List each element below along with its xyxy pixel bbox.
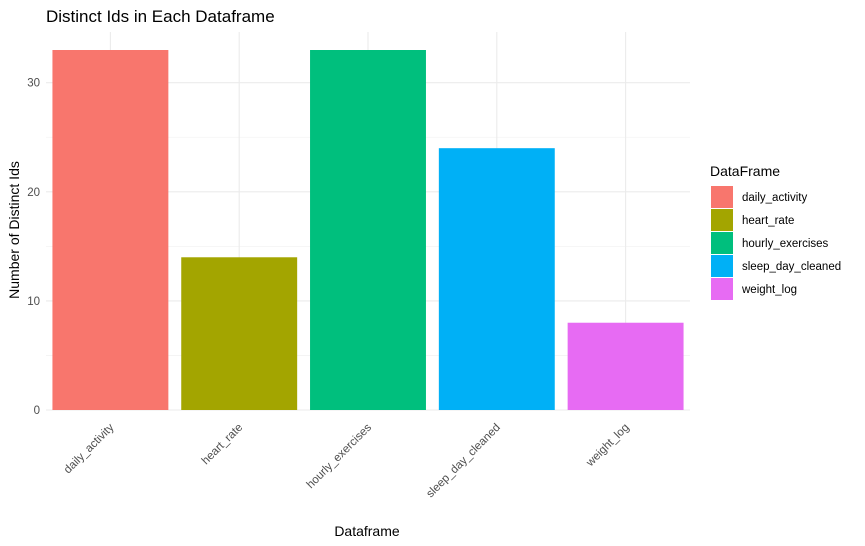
bar-sleep_day_cleaned	[438, 148, 555, 410]
legend-label: sleep_day_cleaned	[742, 261, 841, 273]
x-tick-label: daily_activity	[62, 421, 117, 476]
legend-key-hourly_exercises	[711, 232, 733, 254]
bar-daily_activity	[52, 50, 169, 410]
legend-label: daily_activity	[742, 192, 807, 204]
y-axis-ticks: 0 10 20 30	[27, 78, 40, 417]
bars	[52, 50, 684, 410]
y-tick-label: 20	[27, 187, 40, 199]
legend-key-heart_rate	[711, 209, 733, 231]
x-tick-label: weight_log	[584, 422, 632, 470]
bar-hourly_exercises	[310, 50, 426, 410]
y-axis-title: Number of Distinct Ids	[6, 161, 22, 299]
y-tick-label: 0	[34, 405, 40, 417]
legend-key-daily_activity	[711, 186, 733, 208]
x-tick-label: sleep_day_cleaned	[424, 422, 503, 501]
legend-label: hourly_exercises	[742, 238, 829, 250]
legend-key-weight_log	[711, 278, 733, 300]
legend: DataFrame daily_activity heart_ratehourly…	[710, 163, 841, 300]
legend-title: DataFrame	[710, 163, 780, 179]
chart-title: Distinct Ids in Each Dataframe	[46, 7, 275, 26]
x-tick-label: heart_rate	[200, 422, 246, 468]
legend-label: weight_log	[741, 284, 797, 296]
x-axis-ticks: daily_activity heart_rate hourly_exercises…	[62, 421, 632, 500]
x-axis-title: Dataframe	[334, 523, 400, 539]
legend-label: heart_rate	[742, 215, 794, 227]
bar-heart_rate	[181, 257, 298, 410]
bar-weight_log	[567, 322, 684, 410]
x-tick-label: hourly_exercises	[305, 421, 375, 491]
y-tick-label: 10	[27, 296, 40, 308]
y-tick-label: 30	[27, 78, 40, 90]
legend-key-sleep_day_cleaned	[711, 255, 733, 277]
